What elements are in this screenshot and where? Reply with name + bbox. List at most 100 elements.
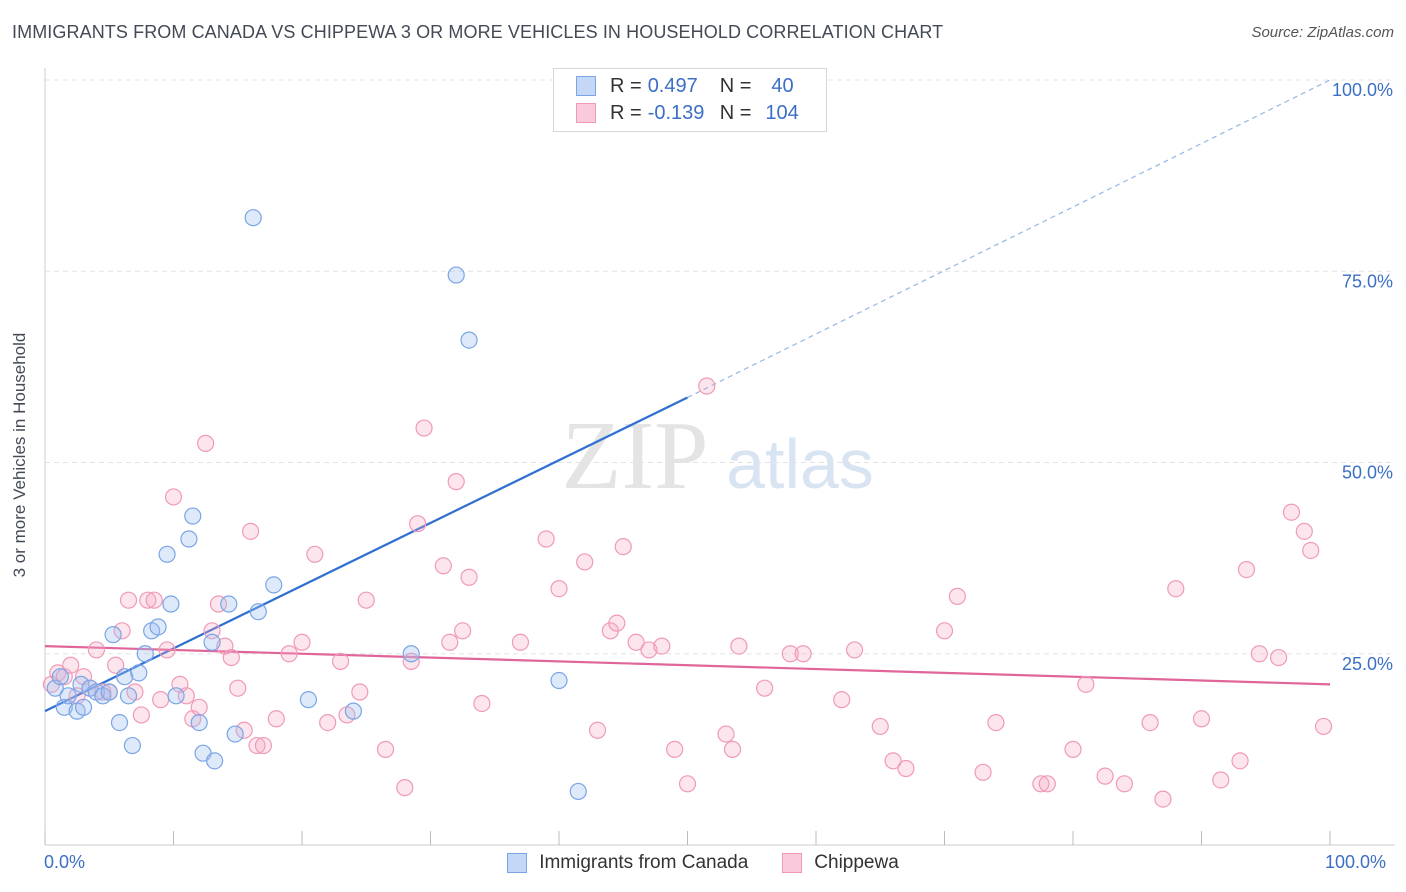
point-chippewa (987, 713, 1005, 732)
stats-row-chippewa: R = -0.139 N = 104 (576, 100, 799, 126)
point-chippewa (588, 721, 607, 739)
point-chippewa (229, 679, 247, 697)
point-chippewa (152, 691, 170, 709)
point-chippewa (1038, 775, 1056, 793)
point-chippewa (351, 683, 369, 701)
point-chippewa (248, 736, 266, 755)
point-chippewa (158, 641, 176, 659)
point-chippewa (1096, 767, 1114, 785)
n-label: N = (719, 101, 752, 124)
chippewa-swatch (576, 103, 596, 123)
point-chippewa (794, 645, 812, 663)
point-chippewa (113, 622, 131, 640)
source-label: Source: ZipAtlas.com (1251, 24, 1394, 41)
point-chippewa (235, 721, 253, 739)
point-canada (74, 698, 93, 716)
point-chippewa (1032, 775, 1050, 793)
legend-label-chippewa: Chippewa (814, 852, 899, 873)
legend-item-chippewa[interactable]: Chippewa (782, 852, 899, 874)
point-chippewa (1231, 752, 1249, 770)
point-chippewa (1167, 580, 1185, 598)
r-label: R = (610, 101, 642, 124)
point-chippewa (1302, 541, 1320, 560)
point-chippewa (1314, 717, 1333, 736)
point-chippewa (1282, 503, 1301, 521)
point-chippewa (550, 580, 568, 598)
r-label: R = (610, 74, 642, 97)
point-chippewa (1212, 771, 1230, 789)
point-chippewa (190, 698, 208, 716)
point-canada (460, 331, 478, 349)
y-tick-label: 50.0% (1342, 463, 1393, 483)
point-canada (550, 671, 568, 690)
point-canada (110, 713, 129, 732)
point-chippewa (698, 377, 716, 395)
point-chippewa (242, 522, 260, 540)
point-chippewa (94, 683, 112, 701)
point-chippewa (1295, 522, 1313, 540)
y-tick-label: 75.0% (1342, 271, 1393, 291)
point-chippewa (614, 538, 632, 556)
point-canada (136, 645, 154, 663)
watermark-zip: ZIP (562, 402, 709, 510)
trendline-canada (44, 396, 688, 713)
point-chippewa (306, 545, 324, 563)
point-chippewa (948, 587, 966, 605)
point-chippewa (319, 713, 337, 732)
point-chippewa (1115, 775, 1134, 793)
x-tick-label-max: 100.0% (1325, 852, 1387, 872)
point-canada (265, 576, 283, 594)
legend-item-canada[interactable]: Immigrants from Canada (507, 852, 748, 874)
n-value: 104 (765, 101, 799, 124)
point-chippewa (1250, 645, 1268, 663)
point-chippewa (164, 488, 183, 506)
point-chippewa (331, 652, 350, 671)
point-canada (130, 664, 148, 682)
point-chippewa (357, 591, 375, 609)
stats-row-canada: R = 0.497 N = 40 (576, 73, 794, 99)
point-canada (244, 209, 262, 227)
point-chippewa (511, 633, 530, 651)
point-chippewa (460, 568, 478, 586)
point-chippewa (409, 515, 427, 533)
point-canada (220, 595, 238, 613)
point-canada (206, 752, 224, 770)
point-chippewa (139, 591, 157, 609)
x-tick-label-min: 0.0% (44, 852, 86, 872)
point-chippewa (935, 622, 954, 640)
point-canada (184, 507, 202, 525)
chart-title: IMMIGRANTS FROM CANADA VS CHIPPEWA 3 OR … (12, 22, 944, 42)
point-chippewa (1141, 713, 1159, 732)
trendline-canada-extension (687, 79, 1331, 399)
point-chippewa (197, 434, 215, 452)
canada-swatch (576, 76, 596, 96)
point-chippewa (678, 775, 697, 793)
trendline-chippewa (44, 645, 1331, 686)
point-canada (249, 603, 267, 621)
point-chippewa (447, 473, 465, 491)
point-canada (402, 645, 420, 663)
point-chippewa (871, 717, 889, 736)
point-chippewa (473, 694, 491, 713)
point-chippewa (415, 419, 433, 437)
point-canada (51, 668, 70, 686)
point-chippewa (608, 614, 626, 632)
point-chippewa (576, 553, 594, 571)
point-chippewa (1064, 740, 1082, 758)
watermark-atlas: atlas (726, 425, 874, 503)
point-chippewa (640, 641, 658, 659)
point-chippewa (653, 637, 671, 655)
point-canada (162, 595, 180, 613)
stats-legend: R = 0.497 N = 40 R = -0.139 N = 104 (553, 68, 827, 132)
n-value: 40 (771, 74, 794, 97)
point-chippewa (254, 736, 273, 755)
series-legend: Immigrants from Canada Chippewa (0, 852, 1406, 874)
point-chippewa (222, 648, 240, 667)
point-canada (226, 725, 244, 743)
point-chippewa (119, 591, 138, 609)
point-canada (100, 683, 118, 701)
point-canada (569, 782, 587, 801)
point-chippewa (730, 637, 748, 655)
legend-label-canada: Immigrants from Canada (539, 852, 749, 873)
